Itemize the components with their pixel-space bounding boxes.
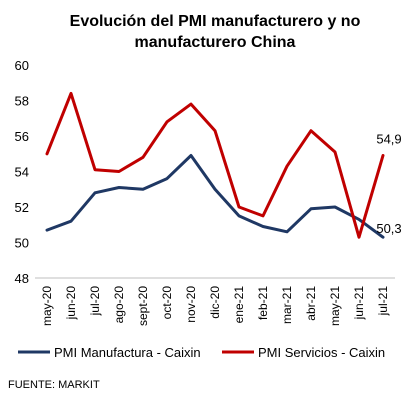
series-line-servicios (45, 91, 385, 239)
x-tick-label: jun-21 (352, 286, 366, 321)
x-tick-label: mar-21 (280, 286, 294, 324)
x-tick-label: sept-20 (136, 286, 150, 326)
y-tick-label: 48 (15, 271, 29, 286)
x-tick-label: jul-20 (88, 286, 102, 317)
y-tick-label: 54 (15, 165, 29, 180)
x-axis-tick-labels: may-20 jun-20 jul-20 ago-20 sept-20 oct-20 nov… (40, 286, 390, 326)
x-tick-label: ene-21 (232, 286, 246, 324)
series-line-manufactura (45, 154, 385, 239)
y-axis-tick-labels: 48 50 52 54 56 58 60 (15, 58, 29, 286)
y-tick-label: 50 (15, 236, 29, 251)
end-label-servicios: 54,9 (376, 132, 401, 147)
x-tick-label: may-20 (40, 286, 54, 326)
x-tick-label: dic-20 (208, 286, 222, 319)
x-tick-label: nov-20 (184, 286, 198, 323)
source-note: FUENTE: MARKIT (8, 379, 100, 391)
legend-label-servicios: PMI Servicios - Caixin (258, 345, 385, 360)
x-tick-label: jul-21 (376, 286, 390, 317)
x-tick-label: feb-21 (256, 286, 270, 320)
legend-label-manufactura: PMI Manufactura - Caixin (54, 345, 201, 360)
y-tick-label: 56 (15, 129, 29, 144)
x-tick-label: abr-21 (304, 286, 318, 321)
y-tick-label: 58 (15, 94, 29, 109)
chart-title-line-1: Evolución del PMI manufacturero y no (70, 13, 361, 30)
x-tick-label: ago-20 (112, 286, 126, 324)
y-tick-label: 60 (15, 58, 29, 73)
legend: PMI Manufactura - Caixin PMI Servicios -… (18, 345, 385, 360)
y-tick-label: 52 (15, 200, 29, 215)
x-tick-label: jun-20 (64, 286, 78, 321)
series-end-labels: 50,3 54,9 (376, 132, 401, 237)
series-lines (45, 91, 385, 239)
x-tick-label: oct-20 (160, 286, 174, 320)
end-label-manufactura: 50,3 (376, 221, 401, 236)
x-tick-label: may-21 (328, 286, 342, 326)
chart-title-line-2: manufacturero China (135, 34, 296, 51)
